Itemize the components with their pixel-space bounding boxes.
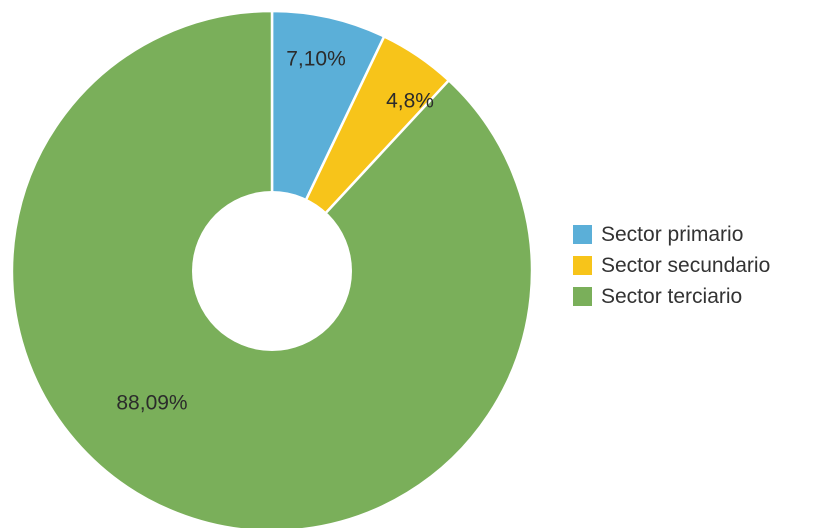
legend: Sector primario Sector secundario Sector… xyxy=(573,219,770,312)
donut-chart: 7,10% 4,8% 88,09% xyxy=(10,9,534,528)
legend-label-sector-primario: Sector primario xyxy=(601,222,744,246)
legend-label-sector-terciario: Sector terciario xyxy=(601,284,743,308)
legend-item-sector-secundario[interactable]: Sector secundario xyxy=(573,250,770,281)
legend-swatch-sector-terciario xyxy=(573,287,592,306)
legend-swatch-sector-secundario xyxy=(573,256,592,275)
slice-label-group: 7,10% 4,8% 88,09% xyxy=(116,48,434,415)
slice-label-sector-secundario: 4,8% xyxy=(386,90,434,113)
legend-item-sector-terciario[interactable]: Sector terciario xyxy=(573,281,770,312)
legend-swatch-sector-primario xyxy=(573,225,592,244)
legend-label-sector-secundario: Sector secundario xyxy=(601,253,771,277)
slice-label-sector-terciario: 88,09% xyxy=(116,392,187,415)
slice-sector-terciario[interactable] xyxy=(10,9,534,528)
legend-item-sector-primario[interactable]: Sector primario xyxy=(573,219,770,250)
slice-label-sector-primario: 7,10% xyxy=(286,48,346,71)
donut-hole xyxy=(192,191,352,351)
